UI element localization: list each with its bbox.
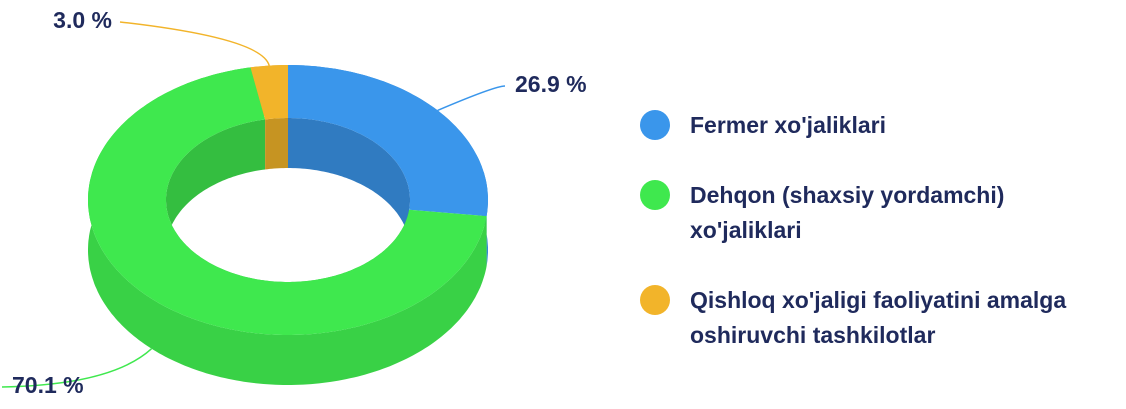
legend-item: Dehqon (shaxsiy yordamchi) xo'jaliklari [640, 178, 1100, 248]
leader-line [437, 85, 506, 112]
legend-label: Fermer xo'jaliklari [690, 112, 886, 138]
data-label: 70.1 % [12, 372, 84, 398]
leader-line [119, 21, 270, 66]
slice [250, 65, 288, 120]
legend-label: Qishloq xo'jaligi faoliyatini amalga osh… [690, 287, 1067, 348]
inner-wall [288, 118, 410, 260]
legend-item: Qishloq xo'jaligi faoliyatini amalga osh… [640, 283, 1126, 353]
slice [88, 67, 487, 336]
legend-label: Dehqon (shaxsiy yordamchi) xo'jaliklari [690, 182, 1005, 243]
donut-chart: 26.9 % 70.1 % 3.0 % [1, 7, 587, 398]
data-label: 3.0 % [53, 7, 112, 33]
leader-line [1, 348, 153, 388]
legend-swatch [640, 180, 670, 210]
inner-wall [265, 118, 288, 170]
legend-item: Fermer xo'jaliklari [640, 108, 1110, 143]
legend-swatch [640, 110, 670, 140]
slice [288, 65, 488, 217]
data-label: 26.9 % [515, 71, 587, 97]
legend-swatch [640, 285, 670, 315]
